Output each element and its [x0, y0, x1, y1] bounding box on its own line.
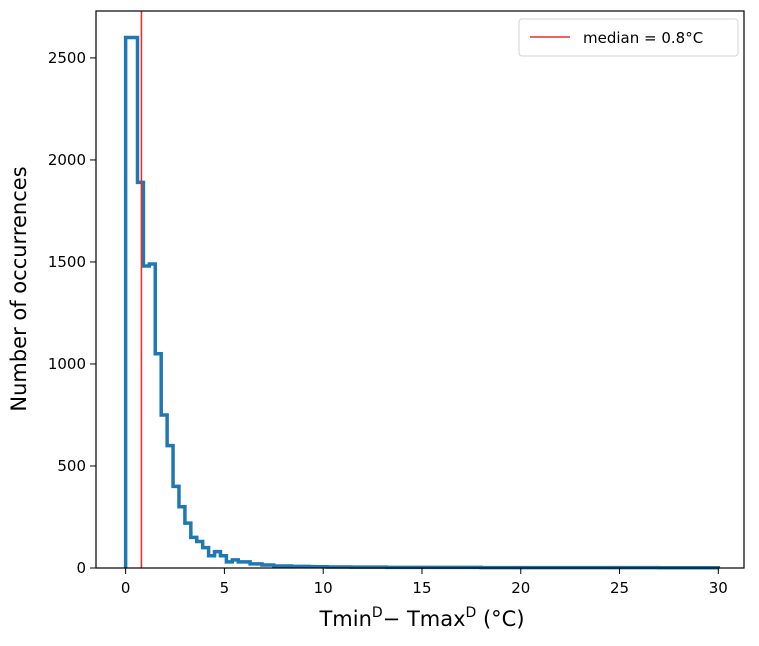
- x-axis-label: TminD− TmaxD (°C): [318, 605, 524, 631]
- x-tick-label: 20: [511, 579, 530, 597]
- legend[interactable]: median = 0.8°C: [518, 18, 739, 57]
- x-tick-label: 30: [709, 579, 728, 597]
- axes-frame: [95, 10, 745, 569]
- legend-median-label: median = 0.8°C: [583, 29, 703, 47]
- x-tick-label: 10: [314, 579, 333, 597]
- y-tick-label: 0: [76, 559, 86, 577]
- legend-box: [518, 18, 739, 57]
- y-tick-label: 1000: [48, 355, 86, 373]
- y-axis-label: Number of occurrences: [7, 166, 31, 411]
- x-tick-label: 15: [412, 579, 431, 597]
- y-tick-label: 2000: [48, 151, 86, 169]
- x-tick-label: 0: [121, 579, 131, 597]
- x-axis-ticks: 0 5 10 15 20 25 30: [121, 568, 728, 597]
- y-tick-label: 2500: [48, 49, 86, 67]
- histogram-step-line: [123, 35, 721, 570]
- y-tick-label: 1500: [48, 253, 86, 271]
- x-tick-label: 5: [220, 579, 230, 597]
- y-tick-label: 500: [57, 457, 86, 475]
- y-axis-ticks: 0 500 1000 1500 2000 2500: [48, 49, 96, 577]
- x-tick-label: 25: [610, 579, 629, 597]
